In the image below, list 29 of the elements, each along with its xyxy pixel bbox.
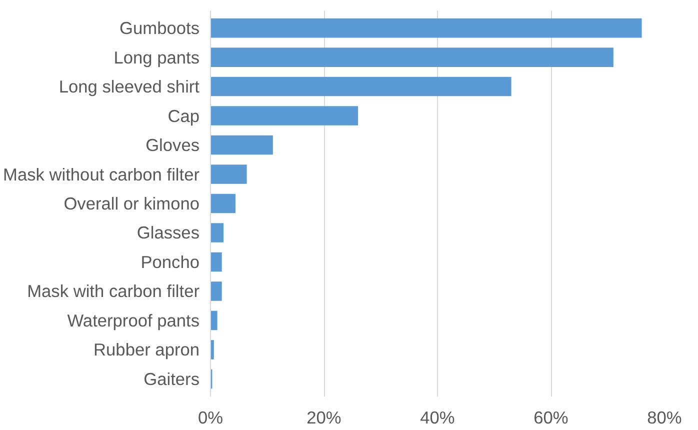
y-tick-label: Gaiters (144, 368, 200, 389)
y-tick-label: Waterproof pants (67, 310, 200, 330)
x-tick-label: 60% (534, 408, 568, 428)
x-tick-label: 20% (306, 408, 342, 428)
y-tick-label: Gumboots (120, 18, 200, 38)
x-tick-label: 0% (198, 408, 224, 428)
bar (210, 252, 222, 272)
y-tick-label: Glasses (136, 222, 200, 243)
bar (210, 106, 358, 126)
y-tick-label: Poncho (140, 252, 200, 272)
y-tick-label: Rubber apron (94, 340, 200, 360)
bar (210, 76, 512, 96)
bar (210, 164, 247, 184)
y-tick-label: Long sleeved shirt (58, 76, 200, 97)
bar (210, 223, 224, 242)
y-tick-label: Overall or kimono (64, 194, 200, 214)
bar (210, 282, 222, 301)
y-tick-label: Long pants (114, 47, 200, 68)
bar (210, 194, 236, 214)
bar (210, 135, 273, 155)
bar (210, 18, 642, 38)
y-tick-label: Cap (168, 106, 200, 126)
bar (210, 48, 614, 67)
y-tick-label: Gloves (146, 135, 200, 156)
x-tick-label: 40% (420, 408, 455, 428)
x-tick-label: 80% (647, 408, 682, 428)
y-tick-label: Mask with carbon filter (27, 281, 200, 302)
bar (210, 310, 218, 330)
y-tick-label: Mask without carbon filter (3, 164, 200, 184)
